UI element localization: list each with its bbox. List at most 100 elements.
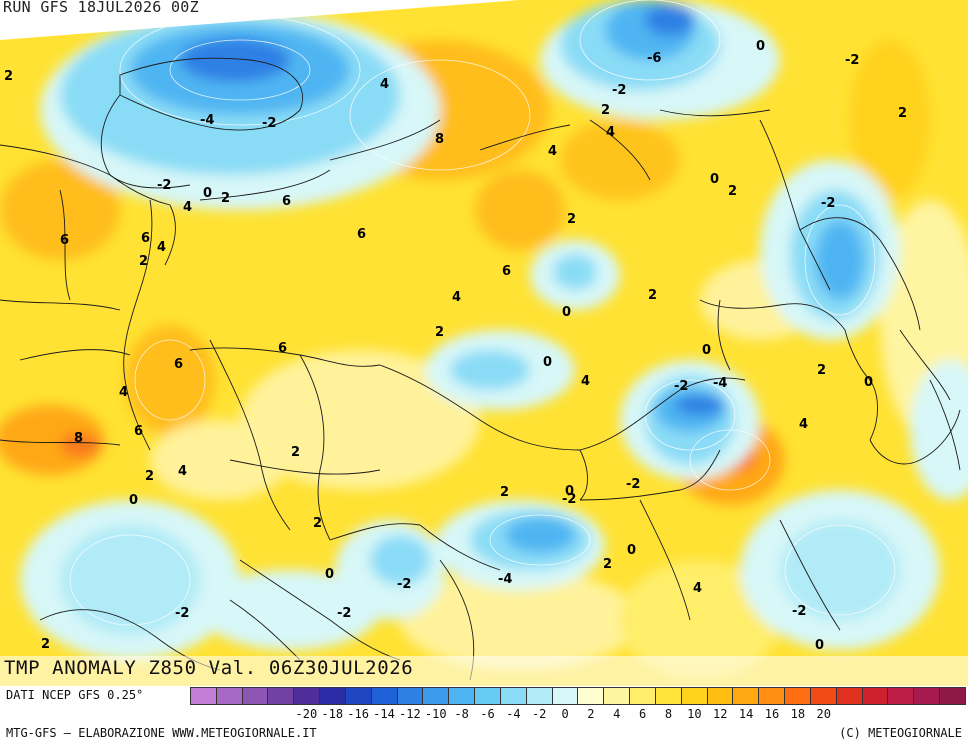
colorbar-swatch [888, 688, 915, 704]
map-label: 4 [157, 240, 166, 255]
map-label: 4 [799, 417, 808, 432]
map-label: 0 [710, 172, 719, 187]
map-label: 2 [898, 106, 907, 121]
colorbar-tick-label: -16 [347, 707, 369, 721]
map-label: 2 [313, 516, 322, 531]
colorbar-tick-label: 12 [713, 707, 728, 721]
map-label: -2 [612, 83, 626, 98]
colorbar-swatch [320, 688, 346, 704]
map-label: 6 [357, 227, 366, 242]
map-label: 4 [606, 125, 615, 140]
map-label: -4 [200, 113, 214, 128]
colorbar-tick-label: -20 [295, 707, 318, 721]
anomaly-field-shading [0, 0, 968, 680]
map-label: 6 [174, 357, 183, 372]
colorbar-tick-label: -10 [424, 707, 447, 721]
colorbar-swatch [630, 688, 656, 704]
colorbar-tick-label: -6 [480, 707, 495, 721]
map-label: 2 [139, 254, 148, 269]
colorbar-swatch [294, 688, 321, 704]
temperature-anomaly-map: 2 -4 -2 4 8 -6 -2 2 4 0 -2 2 4 -2 0 2 4 … [0, 0, 968, 686]
map-canvas: 2 -4 -2 4 8 -6 -2 2 4 0 -2 2 4 -2 0 2 4 … [0, 0, 968, 686]
map-label: 8 [74, 431, 83, 446]
map-label: 4 [452, 290, 461, 305]
map-label: -2 [175, 606, 189, 621]
copyright: (C) METEOGIORNALE [839, 726, 962, 740]
map-label: -4 [498, 572, 512, 587]
isotherm-value-labels: 2 -4 -2 4 8 -6 -2 2 4 0 -2 2 4 -2 0 2 4 … [4, 39, 907, 653]
map-label: 2 [435, 325, 444, 340]
map-label: 8 [435, 132, 444, 147]
map-label: -2 [792, 604, 806, 619]
map-label: -2 [626, 477, 640, 492]
map-label: 2 [601, 103, 610, 118]
map-label: -2 [157, 178, 171, 193]
colorbar-swatch [449, 688, 476, 704]
map-label: 2 [291, 445, 300, 460]
data-source: DATI NCEP GFS 0.25° [6, 688, 144, 702]
map-title: TMP ANOMALY Z850 Val. 06Z30JUL2026 [4, 657, 414, 679]
map-label: -2 [397, 577, 411, 592]
map-label: 0 [565, 484, 574, 499]
colorbar-ticks: -20 -18 -16 -14 -12 -10 -8 -6 -4 -2 0 2 4 6 8 10 12 14 16 1… [190, 707, 966, 723]
map-label: 2 [4, 69, 13, 84]
colorbar-tick-label: -14 [373, 707, 395, 721]
colorbar-swatch [423, 688, 450, 704]
colorbar-swatch [268, 688, 295, 704]
map-label: 2 [500, 485, 509, 500]
map-label: 0 [756, 39, 765, 54]
colorbar-swatch [655, 688, 682, 704]
coastlines-and-borders [0, 57, 961, 681]
colorbar-swatch [604, 688, 631, 704]
colorbar-tick-label: -12 [399, 707, 421, 721]
map-label: 4 [581, 374, 590, 389]
map-label: 0 [702, 343, 711, 358]
map-label: 4 [548, 144, 557, 159]
map-label: 2 [817, 363, 826, 378]
map-label: 0 [543, 355, 552, 370]
colorbar-tick-label: 10 [687, 707, 702, 721]
map-label: 6 [282, 194, 291, 209]
map-label: -2 [845, 53, 859, 68]
map-label: 2 [603, 557, 612, 572]
colorbar-swatch [836, 688, 863, 704]
map-label: 2 [145, 469, 154, 484]
colorbar-swatch [345, 688, 372, 704]
map-label: -2 [562, 492, 576, 507]
colorbar-swatch [578, 688, 605, 704]
colorbar [190, 687, 966, 705]
colorbar-swatch [759, 688, 786, 704]
map-label: 2 [567, 212, 576, 227]
map-label: 4 [178, 464, 187, 479]
colorbar-tick-label: 20 [816, 707, 831, 721]
map-label: 4 [693, 581, 702, 596]
colorbar-swatch [862, 688, 889, 704]
title-bar [0, 656, 968, 686]
colorbar-swatch [733, 688, 760, 704]
run-title: RUN GFS 18JUL2026 00Z [3, 0, 199, 16]
map-label: 0 [129, 493, 138, 508]
map-label: -6 [647, 51, 661, 66]
colorbar-tick-label: 4 [613, 707, 621, 721]
map-label: 6 [502, 264, 511, 279]
map-label: 4 [183, 200, 192, 215]
map-label: 0 [864, 375, 873, 390]
map-label: -4 [713, 376, 727, 391]
colorbar-swatch [785, 688, 811, 704]
colorbar-swatch [475, 688, 501, 704]
map-label: 4 [380, 77, 389, 92]
map-label: 0 [325, 567, 334, 582]
colorbar-tick-label: 0 [561, 707, 569, 721]
map-label: 6 [141, 231, 150, 246]
map-label: -2 [821, 196, 835, 211]
colorbar-swatch [707, 688, 734, 704]
map-label: -2 [674, 379, 688, 394]
colorbar-swatch [371, 688, 398, 704]
credit-left: MTG-GFS – ELABORAZIONE WWW.METEOGIORNALE… [6, 726, 317, 740]
colorbar-swatch [242, 688, 269, 704]
colorbar-tick-label: 14 [738, 707, 754, 721]
colorbar-tick-label: 6 [639, 707, 647, 721]
map-label: 2 [41, 637, 50, 652]
colorbar-tick-label: -4 [506, 707, 521, 721]
no-data-area [0, 0, 520, 40]
